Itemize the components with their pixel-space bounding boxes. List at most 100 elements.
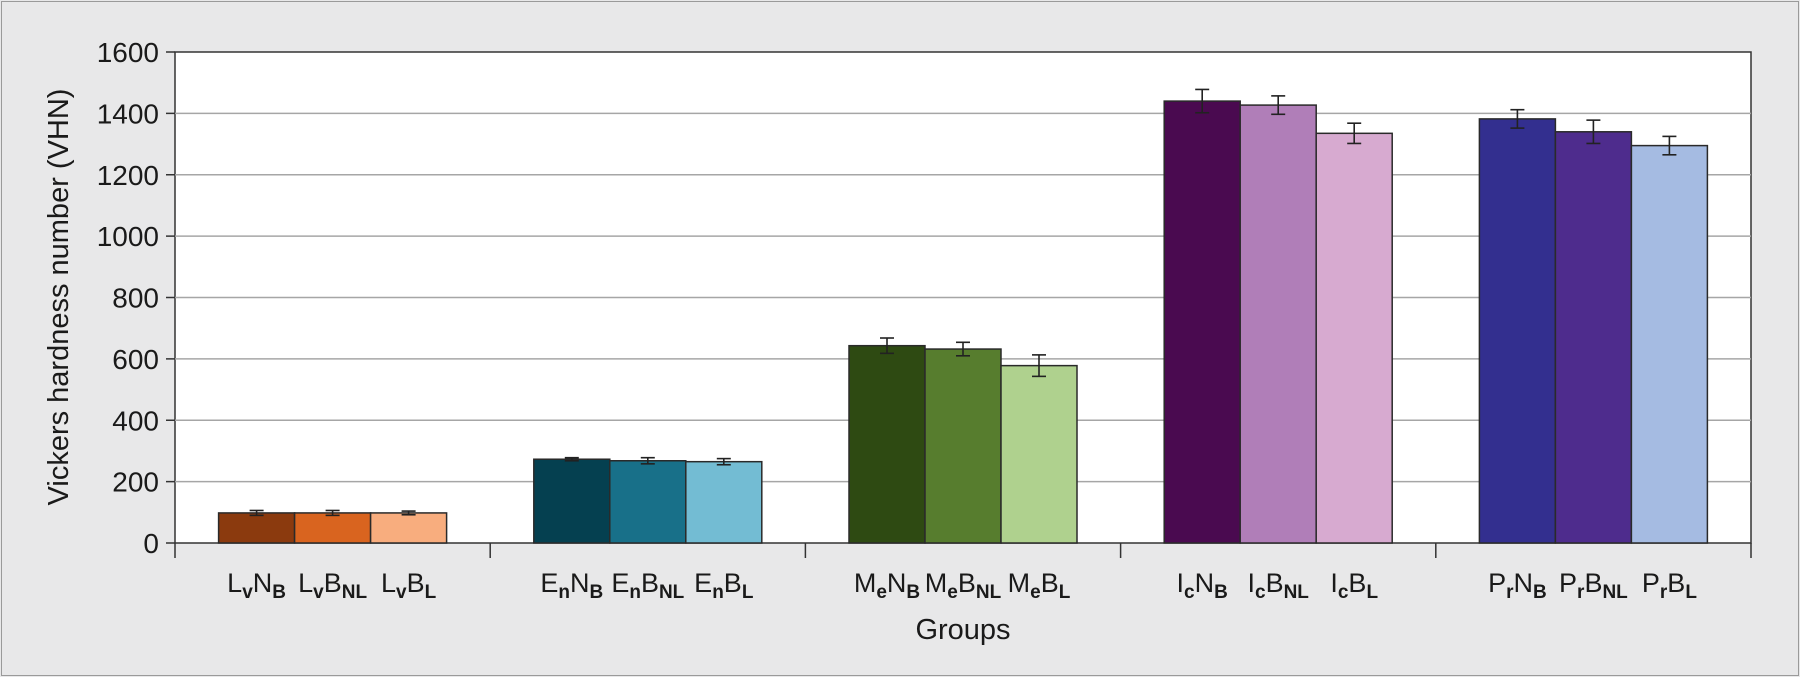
label-subscript: v xyxy=(313,582,324,603)
y-tick-label: 0 xyxy=(143,528,159,559)
bars xyxy=(217,100,1709,544)
category-label: EnBNL xyxy=(611,568,684,603)
category-label: PrBL xyxy=(1642,568,1697,603)
label-text: N xyxy=(1195,568,1215,598)
label-subscript: c xyxy=(1255,582,1266,603)
label-text: B xyxy=(641,568,659,598)
label-text: M xyxy=(925,568,948,598)
label-subscript: NL xyxy=(1602,582,1628,603)
label-text: P xyxy=(1642,568,1660,598)
bar xyxy=(1239,104,1317,544)
x-axis xyxy=(174,543,1752,558)
label-subscript: e xyxy=(947,582,958,603)
category-label: LvNB xyxy=(227,568,286,603)
bar xyxy=(217,512,296,544)
label-text: B xyxy=(724,568,742,598)
label-subscript: c xyxy=(1184,582,1195,603)
label-subscript: B xyxy=(1533,582,1547,603)
label-subscript: L xyxy=(1366,582,1378,603)
label-text: P xyxy=(1559,568,1577,598)
label-text: B xyxy=(407,568,425,598)
label-text: E xyxy=(694,568,712,598)
label-text: B xyxy=(1667,568,1685,598)
label-subscript: v xyxy=(242,582,253,603)
y-tick-label: 600 xyxy=(112,344,159,375)
y-tick-label: 200 xyxy=(112,467,159,498)
bar xyxy=(1554,131,1633,544)
bar xyxy=(848,344,926,544)
label-subscript: c xyxy=(1338,582,1349,603)
bar xyxy=(1315,132,1393,544)
label-subscript: n xyxy=(558,582,570,603)
y-tick-label: 800 xyxy=(112,283,159,314)
bar xyxy=(369,512,448,544)
label-subscript: NL xyxy=(1284,582,1310,603)
category-label: IcBNL xyxy=(1247,568,1309,603)
label-subscript: L xyxy=(742,582,754,603)
category-label: LvBNL xyxy=(298,568,367,603)
label-text: E xyxy=(611,568,629,598)
label-text: L xyxy=(227,568,242,598)
bar xyxy=(293,512,372,544)
label-text: B xyxy=(324,568,342,598)
category-labels: LvNB LvBNL LvBL EnNB EnBNL EnBL MeNB MeBNL MeBL I… xyxy=(227,568,1697,603)
label-text: B xyxy=(1348,568,1366,598)
label-subscript: L xyxy=(1059,582,1071,603)
bar xyxy=(1478,118,1557,544)
label-subscript: B xyxy=(589,582,603,603)
label-text: N xyxy=(1513,568,1533,598)
label-text: N xyxy=(570,568,590,598)
label-subscript: v xyxy=(396,582,407,603)
label-subscript: r xyxy=(1506,582,1514,603)
label-subscript: n xyxy=(629,582,641,603)
label-text: E xyxy=(540,568,558,598)
label-text: L xyxy=(381,568,396,598)
label-subscript: NL xyxy=(976,582,1002,603)
category-label: MeBNL xyxy=(925,568,1002,603)
label-subscript: e xyxy=(1030,582,1041,603)
label-text: L xyxy=(298,568,313,598)
y-tick-label: 1200 xyxy=(97,160,159,191)
bar xyxy=(1000,364,1078,544)
category-label: MeBL xyxy=(1008,568,1071,603)
label-text: B xyxy=(1584,568,1602,598)
label-text: N xyxy=(887,568,907,598)
label-subscript: L xyxy=(425,582,437,603)
y-axis: 0 200 400 600 800 1000 1200 1400 1600 xyxy=(97,37,175,559)
bar xyxy=(685,460,763,544)
label-subscript: NL xyxy=(342,582,368,603)
bar xyxy=(924,348,1002,544)
bar xyxy=(533,458,611,544)
label-text: B xyxy=(1041,568,1059,598)
label-subscript: e xyxy=(876,582,887,603)
label-text: B xyxy=(1266,568,1284,598)
category-label: IcNB xyxy=(1177,568,1228,603)
x-axis-title: Groups xyxy=(915,614,1010,646)
label-subscript: NL xyxy=(659,582,685,603)
label-subscript: B xyxy=(1214,582,1228,603)
category-label: EnNB xyxy=(540,568,603,603)
y-tick-label: 400 xyxy=(112,405,159,436)
label-subscript: B xyxy=(906,582,920,603)
label-subscript: L xyxy=(1685,582,1697,603)
y-tick-label: 1400 xyxy=(97,98,159,129)
y-tick-label: 1600 xyxy=(97,37,159,68)
error-bars xyxy=(249,88,1677,517)
label-subscript: r xyxy=(1660,582,1668,603)
category-label: PrNB xyxy=(1488,568,1547,603)
category-label: IcBL xyxy=(1330,568,1378,603)
label-text: N xyxy=(253,568,273,598)
label-text: P xyxy=(1488,568,1506,598)
label-subscript: r xyxy=(1577,582,1585,603)
label-subscript: B xyxy=(272,582,286,603)
label-text: M xyxy=(854,568,877,598)
label-text: I xyxy=(1247,568,1255,598)
y-tick-label: 1000 xyxy=(97,221,159,252)
y-axis-title: Vickers hardness number (VHN) xyxy=(43,89,75,506)
bar xyxy=(609,460,687,544)
category-label: EnBL xyxy=(694,568,754,603)
category-label: MeNB xyxy=(854,568,920,603)
bar xyxy=(1163,100,1241,544)
